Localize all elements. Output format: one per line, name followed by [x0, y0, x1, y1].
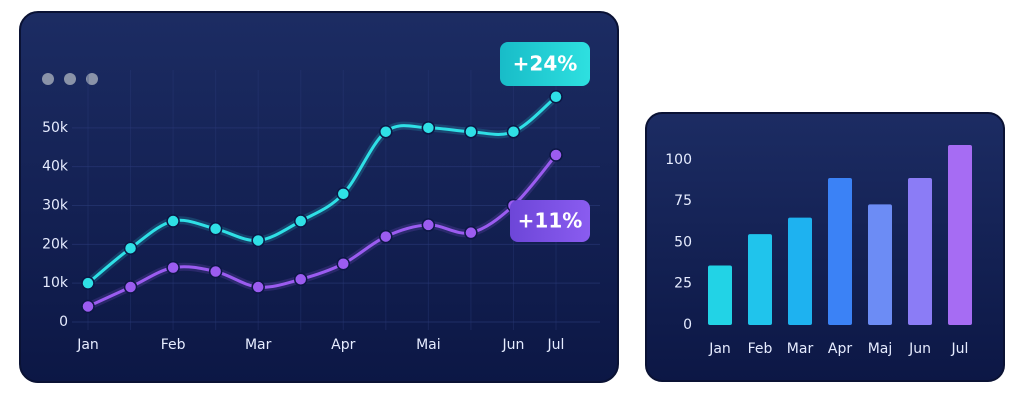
window-dot	[64, 73, 76, 85]
x-tick-label: Mar	[787, 341, 814, 357]
point	[293, 214, 308, 228]
y-tick-label: 100	[665, 152, 692, 168]
bar	[748, 234, 772, 325]
point	[251, 280, 265, 294]
bar	[828, 177, 852, 325]
y-tick-label: 0	[59, 314, 68, 330]
x-tick-label: Jul	[951, 341, 969, 357]
x-tick-label: Feb	[161, 337, 186, 353]
badge	[510, 200, 590, 242]
bar	[708, 265, 732, 325]
x-tick-label: Jun	[502, 337, 525, 353]
y-tick-label: 0	[683, 317, 692, 333]
window-dot	[42, 73, 54, 85]
y-tick-label: 40k	[42, 159, 69, 175]
bar	[868, 204, 892, 325]
point	[208, 222, 223, 236]
bar	[948, 144, 972, 325]
badge-text: +24%	[513, 52, 578, 76]
x-tick-label: Mai	[416, 337, 441, 353]
point	[166, 214, 180, 228]
point	[336, 187, 351, 201]
point	[251, 233, 265, 248]
x-tick-label: Feb	[748, 341, 773, 357]
point	[123, 280, 138, 294]
point	[81, 276, 95, 290]
y-tick-label: 25	[674, 276, 692, 292]
point	[379, 124, 393, 139]
point	[208, 264, 223, 279]
x-tick-label: Mar	[245, 337, 272, 353]
bar	[908, 177, 932, 325]
point	[123, 241, 138, 255]
point	[506, 124, 521, 139]
point	[379, 229, 393, 244]
x-tick-label: Apr	[331, 337, 355, 353]
point	[464, 225, 478, 240]
badge	[500, 42, 590, 86]
line-panel	[19, 11, 619, 383]
y-tick-label: 50k	[42, 120, 69, 136]
y-tick-label: 75	[674, 193, 692, 209]
point	[549, 148, 563, 162]
point	[81, 299, 95, 314]
point	[549, 90, 563, 104]
badge-text: +11%	[518, 209, 583, 233]
y-tick-label: 10k	[42, 275, 69, 291]
point	[336, 257, 351, 271]
point	[421, 121, 436, 135]
point	[166, 260, 180, 275]
y-tick-label: 20k	[42, 236, 69, 252]
x-tick-label: Apr	[828, 341, 852, 357]
x-tick-label: Jan	[76, 337, 99, 353]
x-tick-label: Jul	[547, 337, 565, 353]
x-tick-label: Jun	[908, 341, 931, 357]
window-dot	[86, 73, 98, 85]
point	[464, 124, 478, 139]
y-tick-label: 30k	[42, 198, 69, 214]
x-tick-label: Maj	[868, 341, 893, 357]
bar	[788, 217, 812, 325]
y-tick-label: 50	[674, 234, 692, 250]
x-tick-label: Jan	[708, 341, 731, 357]
point	[421, 218, 436, 232]
point	[293, 272, 308, 287]
